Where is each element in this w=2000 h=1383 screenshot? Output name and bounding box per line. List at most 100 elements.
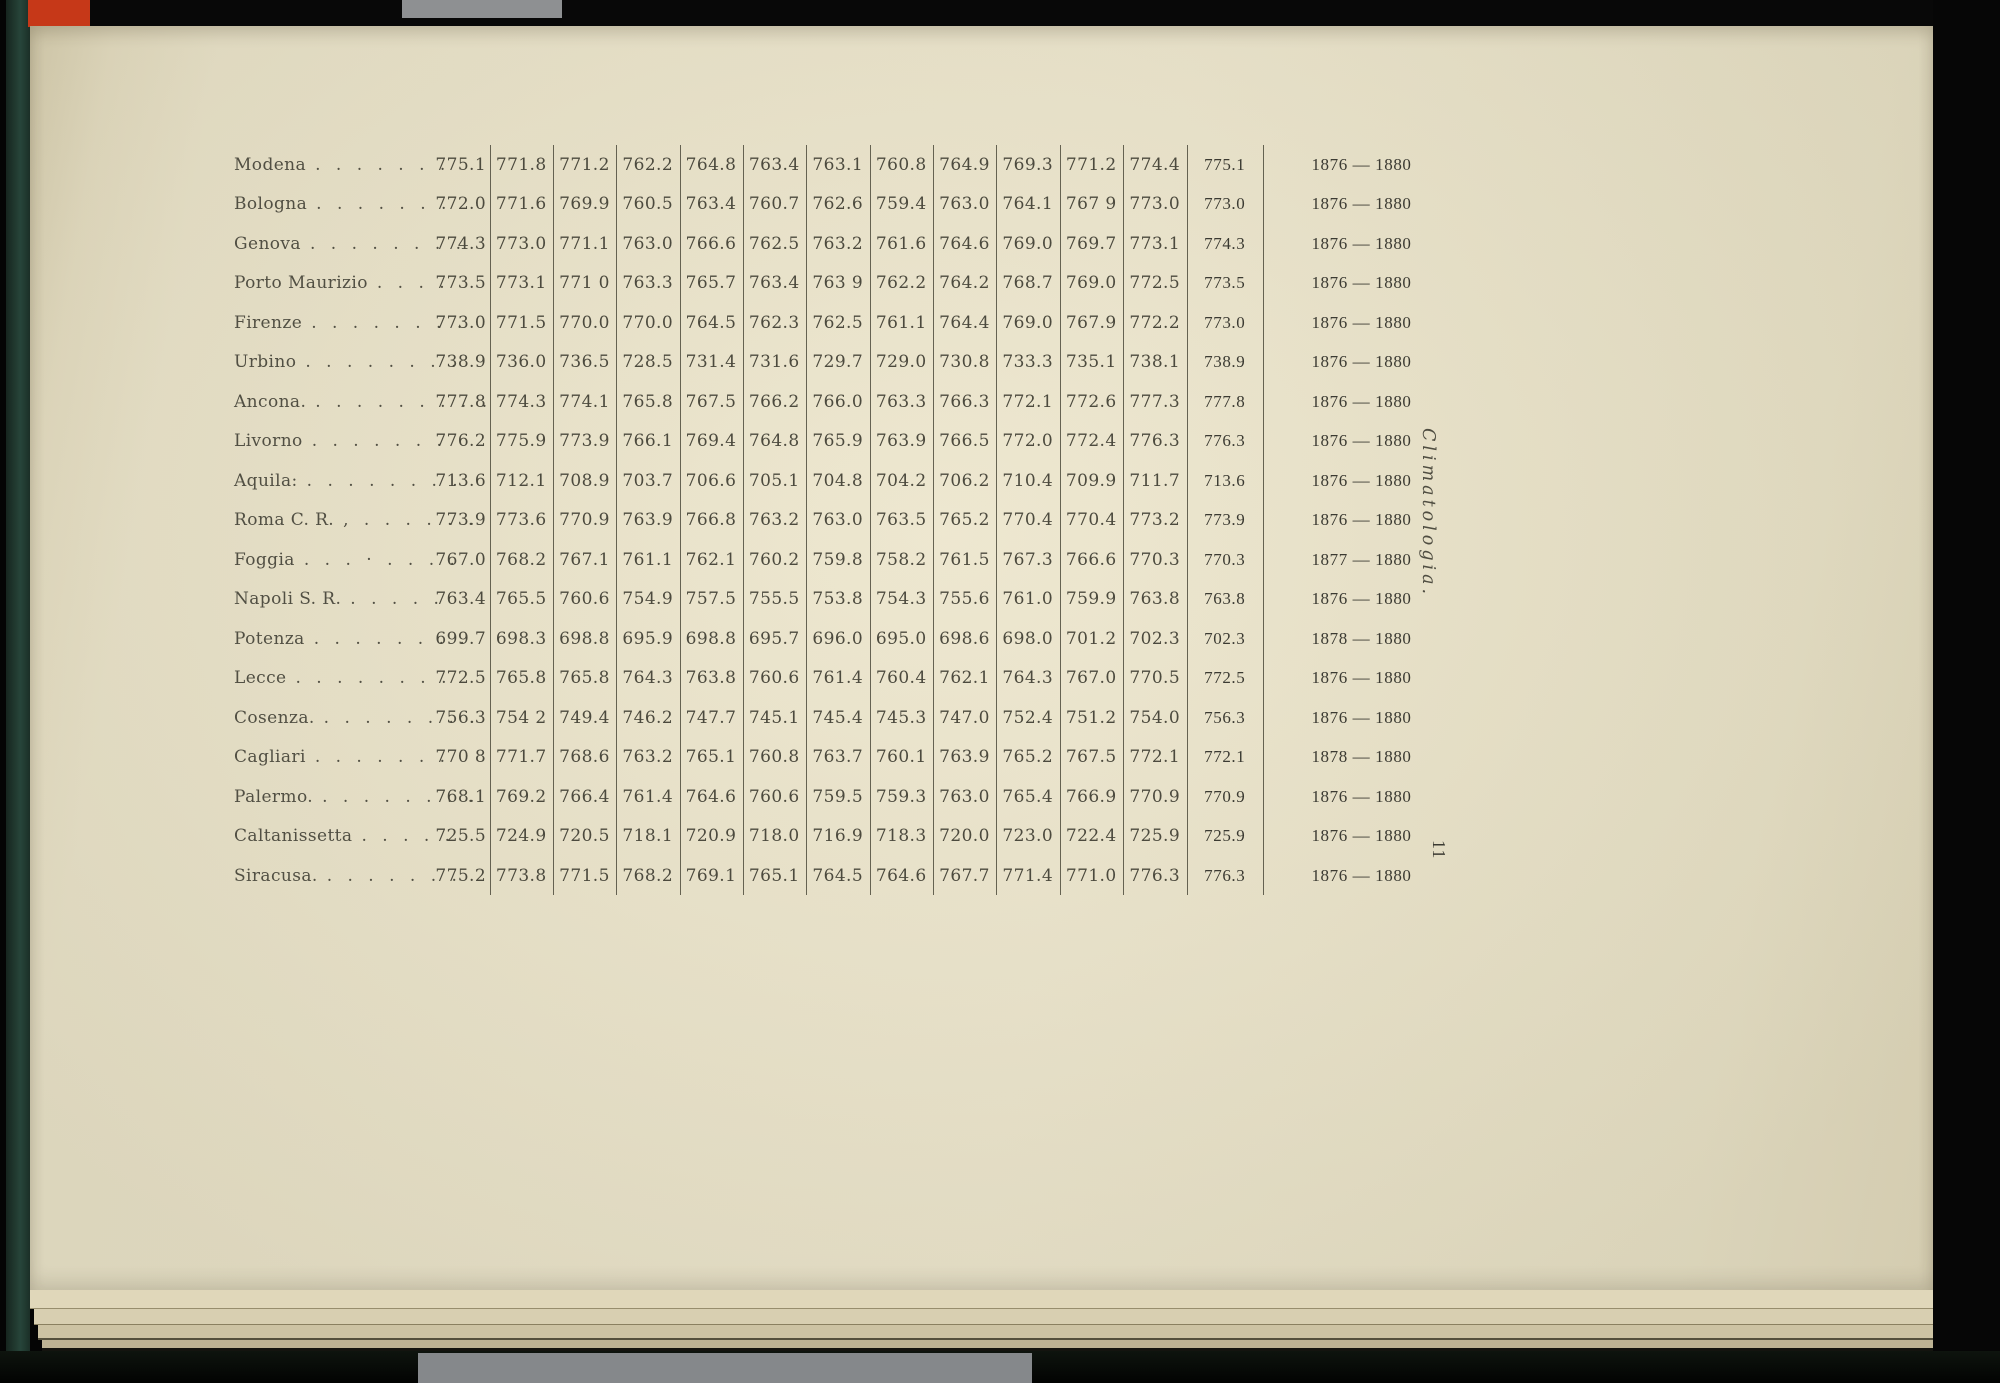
pressure-value: 763.3 xyxy=(875,391,927,412)
city-cell: Palermo.. . . . . . . . xyxy=(232,787,473,807)
pressure-value: 776.3 xyxy=(1129,865,1181,886)
pressure-value: 760.7 xyxy=(748,194,800,215)
city-name: Siracusa. xyxy=(234,865,318,886)
city-cell: Cosenza.. . . . . . . . xyxy=(232,708,475,728)
pressure-value: 695.0 xyxy=(875,628,927,649)
pressure-value: 769.3 xyxy=(1002,154,1054,175)
pressure-value: 764.8 xyxy=(748,431,800,452)
city-name: Aquila: xyxy=(234,470,298,491)
pressure-value: 777.8 xyxy=(435,391,487,412)
pressure-value: 745.4 xyxy=(812,707,864,728)
pressure-value: 770.3 xyxy=(1204,549,1246,569)
pressure-value: 766.1 xyxy=(622,431,674,452)
pressure-value: 708.9 xyxy=(559,470,610,491)
pressure-value: 767.9 xyxy=(1065,312,1117,333)
year-range: 1876 — 1880 xyxy=(1311,273,1412,293)
column-separator xyxy=(1123,145,1125,895)
dot-leaders: . . . . . . . . xyxy=(306,470,463,491)
pressure-value: 776.2 xyxy=(435,431,487,452)
pressure-value: 698.8 xyxy=(685,628,737,649)
pressure-value: 762.5 xyxy=(812,312,864,333)
dot-leaders: . . . . . . . . . xyxy=(315,391,493,412)
pressure-value: 695.9 xyxy=(622,628,674,649)
pressure-value: 751.2 xyxy=(1065,707,1117,728)
page-edge xyxy=(38,1325,1933,1340)
year-range: 1878 — 1880 xyxy=(1311,747,1412,767)
pressure-value: 773.0 xyxy=(1204,312,1246,332)
pressure-value: 770.9 xyxy=(1204,786,1246,806)
pressure-value: 703.7 xyxy=(622,470,674,491)
table-row: Porto Maurizio. . . . 773.5 773.1 771 0 763.… xyxy=(232,264,1522,304)
pressure-value: 760.4 xyxy=(875,668,927,689)
pressure-value: 761.1 xyxy=(622,549,674,570)
dot-leaders: . . . · . . . . xyxy=(303,549,460,570)
pressure-value: 769.0 xyxy=(1002,312,1054,333)
pressure-value: 767.0 xyxy=(1065,668,1117,689)
year-range: 1876 — 1880 xyxy=(1311,865,1412,885)
dot-leaders: . . . . . . . . xyxy=(309,233,467,254)
pressure-value: 763.0 xyxy=(939,786,990,807)
pressure-value: 764.6 xyxy=(685,786,737,807)
pressure-value: 772.1 xyxy=(1129,747,1181,768)
column-separator xyxy=(1186,145,1188,895)
pressure-value: 754.3 xyxy=(875,589,927,610)
pressure-value: 763.2 xyxy=(748,510,800,531)
dot-leaders: , . . . . . . xyxy=(343,510,479,531)
city-name: Potenza xyxy=(234,628,305,649)
pressure-value: 729.7 xyxy=(812,352,864,373)
pressure-value: 747.0 xyxy=(939,707,990,728)
pressure-value: 763.0 xyxy=(939,194,990,215)
pressure-value: 763.2 xyxy=(812,233,864,254)
page-edge xyxy=(42,1340,1933,1351)
pressure-value: 728.5 xyxy=(622,352,674,373)
pressure-value: 765.8 xyxy=(559,668,610,689)
year-range: 1876 — 1880 xyxy=(1311,154,1412,174)
city-cell: Genova. . . . . . . . xyxy=(232,234,461,254)
city-cell: Caltanissetta. . . . . xyxy=(232,826,450,846)
table-row: Cosenza.. . . . . . . . 756.3 754 2 749.4 74… xyxy=(232,698,1522,738)
column-separator xyxy=(869,145,871,895)
pressure-value: 712.1 xyxy=(495,470,547,491)
city-name: Modena xyxy=(234,154,307,175)
city-cell: Siracusa.. . . . . . . xyxy=(232,865,457,886)
pressure-value: 713.6 xyxy=(1204,470,1246,490)
pressure-value: 763.4 xyxy=(748,273,800,294)
city-name: Livorno xyxy=(234,431,303,452)
pressure-value: 773.6 xyxy=(495,510,547,531)
pressure-value: 720.5 xyxy=(559,826,610,847)
column-separator xyxy=(1263,145,1265,895)
column-separator xyxy=(742,145,744,895)
pressure-value: 764.5 xyxy=(685,312,737,333)
dot-leaders: . . . . . xyxy=(350,589,444,610)
pressure-value: 766.8 xyxy=(685,510,737,531)
pressure-value: 767.0 xyxy=(435,549,487,570)
pressure-value: 695.7 xyxy=(748,628,800,649)
pressure-value: 763.4 xyxy=(748,154,800,175)
pressure-value: 770.4 xyxy=(1002,510,1054,531)
pressure-value: 765.4 xyxy=(1002,786,1054,807)
pressure-value: 767.5 xyxy=(1065,747,1117,768)
dot-leaders: . . . . . . . xyxy=(316,194,452,215)
pressure-value: 772.1 xyxy=(1002,391,1054,412)
pressure-value: 761.4 xyxy=(812,668,864,689)
table-row: Genova. . . . . . . . 774.3 773.0 771.1 763.… xyxy=(232,224,1522,264)
pressure-value: 698.3 xyxy=(495,628,547,649)
city-name: Bologna xyxy=(234,194,308,215)
year-range: 1878 — 1880 xyxy=(1311,628,1412,648)
pressure-value: 755.5 xyxy=(748,589,800,610)
column-separator xyxy=(553,145,555,895)
pressure-value: 773.9 xyxy=(1204,510,1246,530)
pressure-value: 767 9 xyxy=(1065,194,1117,215)
pressure-value: 725.9 xyxy=(1129,826,1181,847)
pressure-value: 763.9 xyxy=(939,747,990,768)
pressure-value: 766.6 xyxy=(685,233,737,254)
pressure-value: 766.2 xyxy=(748,391,800,412)
pressure-value: 758.2 xyxy=(875,549,927,570)
pressure-value: 711.7 xyxy=(1129,470,1181,491)
pressure-value: 776.3 xyxy=(1129,431,1181,452)
pressure-value: 753.8 xyxy=(812,589,864,610)
year-range: 1876 — 1880 xyxy=(1311,470,1412,490)
pressure-value: 767.3 xyxy=(1002,549,1054,570)
pressure-value: 760.5 xyxy=(622,194,674,215)
pressure-value: 706.2 xyxy=(939,470,990,491)
